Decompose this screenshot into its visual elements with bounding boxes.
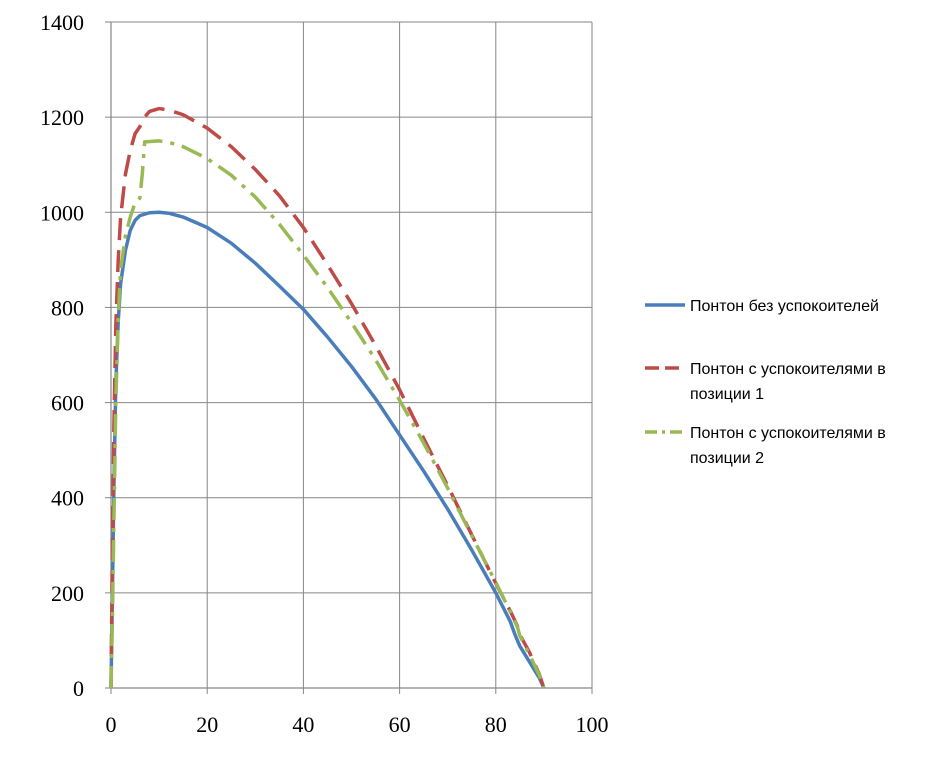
x-tick-label: 100 xyxy=(576,712,609,737)
series-lines xyxy=(109,106,546,689)
legend: Понтон без успокоителей Понтон с успокоит… xyxy=(645,298,886,467)
y-tick-label: 0 xyxy=(73,676,84,701)
grid xyxy=(110,21,593,689)
legend-label: позиции 1 xyxy=(690,386,764,403)
series-line-2 xyxy=(109,106,546,689)
x-tick-label: 0 xyxy=(106,712,117,737)
legend-label: Понтон с успокоителями в xyxy=(690,425,886,442)
x-tick-label: 60 xyxy=(389,712,411,737)
x-tick-label: 40 xyxy=(292,712,314,737)
x-tick-label: 20 xyxy=(196,712,218,737)
x-tick-label: 80 xyxy=(485,712,507,737)
legend-label: позиции 2 xyxy=(690,450,764,467)
y-tick-label: 800 xyxy=(51,295,84,320)
y-tick-label: 1200 xyxy=(40,105,84,130)
y-tick-label: 400 xyxy=(51,486,84,511)
y-tick-label: 600 xyxy=(51,391,84,416)
legend-label: Понтон с успокоителями в xyxy=(690,361,886,378)
y-tick-label: 1400 xyxy=(40,10,84,35)
legend-label: Понтон без успокоителей xyxy=(690,298,879,315)
series-line-1 xyxy=(109,210,546,689)
y-tick-label: 1000 xyxy=(40,200,84,225)
series-line-3 xyxy=(109,139,546,689)
y-tick-label: 200 xyxy=(51,581,84,606)
